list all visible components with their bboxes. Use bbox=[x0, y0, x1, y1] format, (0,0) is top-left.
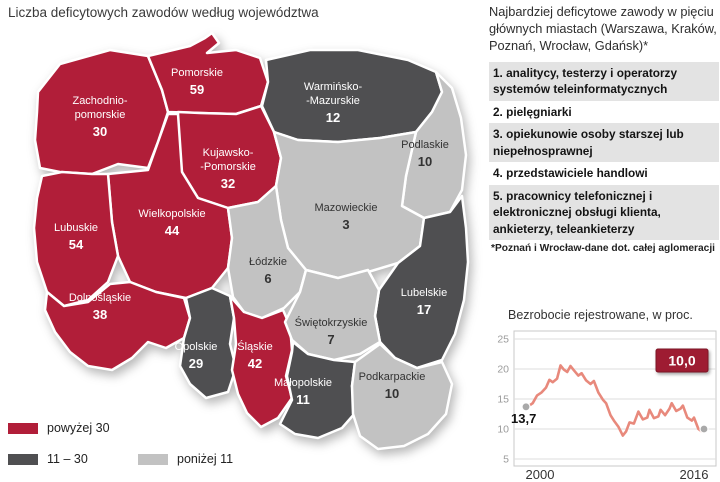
legend-swatch-high-icon bbox=[8, 422, 38, 434]
chart-title: Bezrobocie rejestrowane, w proc. bbox=[508, 308, 693, 322]
list-item: 4. przedstawiciele handlowi bbox=[493, 166, 648, 181]
region-name-label: Łódzkie bbox=[249, 256, 287, 268]
region-value-label: 10 bbox=[385, 386, 399, 401]
region-value-label: 12 bbox=[326, 110, 340, 125]
region-name-label: Podkarpackie bbox=[359, 371, 426, 383]
y-tick-label: 25 bbox=[497, 334, 509, 346]
region-value-label: 54 bbox=[69, 237, 84, 252]
region-podkarpackie bbox=[350, 342, 454, 451]
region-name-label: Dolnośląskie bbox=[69, 292, 131, 304]
legend-item-mid: 11 – 30 bbox=[8, 452, 88, 466]
region-value-label: 32 bbox=[221, 176, 235, 191]
legend-swatch-low-icon bbox=[138, 453, 168, 465]
region-value-label: 42 bbox=[248, 356, 262, 371]
region-name-label: Śląskie bbox=[237, 340, 272, 353]
y-tick-label: 10 bbox=[497, 424, 509, 436]
region-value-label: 6 bbox=[264, 271, 271, 286]
region-łódzkie bbox=[226, 184, 308, 320]
region-name-label: Małopolskie bbox=[274, 377, 332, 389]
region-name-label: -Mazurskie bbox=[306, 95, 360, 107]
legend-label-high: powyżej 30 bbox=[47, 421, 110, 435]
list-item: 3. opiekunowie osoby starszej lub niepeł… bbox=[489, 123, 719, 163]
map-title: Liczba deficytowych zawodów według wojew… bbox=[8, 5, 319, 20]
unemployment-line bbox=[524, 364, 706, 437]
region-value-label: 59 bbox=[190, 82, 204, 97]
legend-item-high: powyżej 30 bbox=[8, 421, 110, 435]
list-item: 5. pracownicy telefonicznej i elektronic… bbox=[489, 184, 719, 241]
region-value-label: 3 bbox=[342, 217, 349, 232]
region-name-label: Wielkopolskie bbox=[138, 208, 205, 220]
jobs-footnote: *Poznań i Wrocław-dane dot. całej aglome… bbox=[491, 243, 715, 255]
list-item: 2. pielęgniarki bbox=[493, 104, 572, 119]
data-point-marker bbox=[699, 424, 709, 434]
region-name-label: Świętokrzyskie bbox=[295, 316, 368, 329]
y-tick-label: 20 bbox=[497, 364, 509, 376]
region-lubuskie bbox=[32, 170, 120, 308]
jobs-panel: Najbardziej deficytowe zawody w pięciu g… bbox=[489, 4, 719, 254]
unemployment-line-chart: 25 20 15 10 5 2000 2016 13,7 10,0 bbox=[497, 330, 717, 482]
list-item: 1. analitycy, testerzy i operatorzy syst… bbox=[489, 61, 719, 101]
region-value-label: 38 bbox=[93, 307, 107, 322]
region-value-label: 10 bbox=[418, 154, 432, 169]
region-name-label: pomorskie bbox=[75, 109, 126, 121]
start-value-label: 13,7 bbox=[511, 411, 536, 426]
region-value-label: 11 bbox=[296, 392, 310, 407]
region-name-label: Opolskie bbox=[175, 341, 218, 353]
region-name-label: Kujawsko- bbox=[203, 147, 254, 159]
region-name-label: Warmińsko- bbox=[304, 81, 363, 93]
region-name-label: Pomorskie bbox=[171, 67, 223, 79]
region-value-label: 30 bbox=[93, 124, 107, 139]
region-świętokrzyskie bbox=[283, 268, 382, 362]
region-name-label: Podlaskie bbox=[401, 139, 449, 151]
region-dolnośląskie bbox=[43, 280, 192, 372]
region-name-label: Lubuskie bbox=[54, 222, 98, 234]
region-value-label: 17 bbox=[417, 302, 431, 317]
y-tick-label: 15 bbox=[497, 394, 509, 406]
legend-item-low: poniżej 11 bbox=[138, 452, 233, 466]
end-value-badge bbox=[655, 348, 709, 373]
end-value-label: 10,0 bbox=[668, 353, 695, 369]
legend-swatch-mid-icon bbox=[8, 453, 38, 465]
x-tick-label: 2016 bbox=[680, 467, 709, 482]
region-value-label: 44 bbox=[165, 223, 180, 238]
region-małopolskie bbox=[278, 340, 358, 440]
region-value-label: 7 bbox=[327, 332, 334, 347]
region-name-label: Zachodnio- bbox=[72, 95, 127, 107]
legend-label-low: poniżej 11 bbox=[177, 452, 234, 466]
poland-choropleth-map: Zachodnio-pomorskie 30 Pomorskie 59 Warmińsk… bbox=[32, 31, 470, 451]
data-point-marker bbox=[521, 402, 531, 412]
jobs-panel-title: Najbardziej deficytowe zawody w pięciu g… bbox=[489, 4, 717, 53]
x-tick-label: 2000 bbox=[526, 467, 555, 482]
jobs-list: 1. analitycy, testerzy i operatorzy syst… bbox=[489, 61, 719, 241]
region-name-label: -Pomorskie bbox=[200, 161, 256, 173]
legend-label-mid: 11 – 30 bbox=[47, 452, 88, 466]
region-śląskie bbox=[228, 294, 294, 429]
y-tick-label: 5 bbox=[503, 454, 509, 466]
region-value-label: 29 bbox=[189, 356, 203, 371]
region-name-label: Lubelskie bbox=[401, 287, 447, 299]
region-name-label: Mazowieckie bbox=[315, 202, 378, 214]
